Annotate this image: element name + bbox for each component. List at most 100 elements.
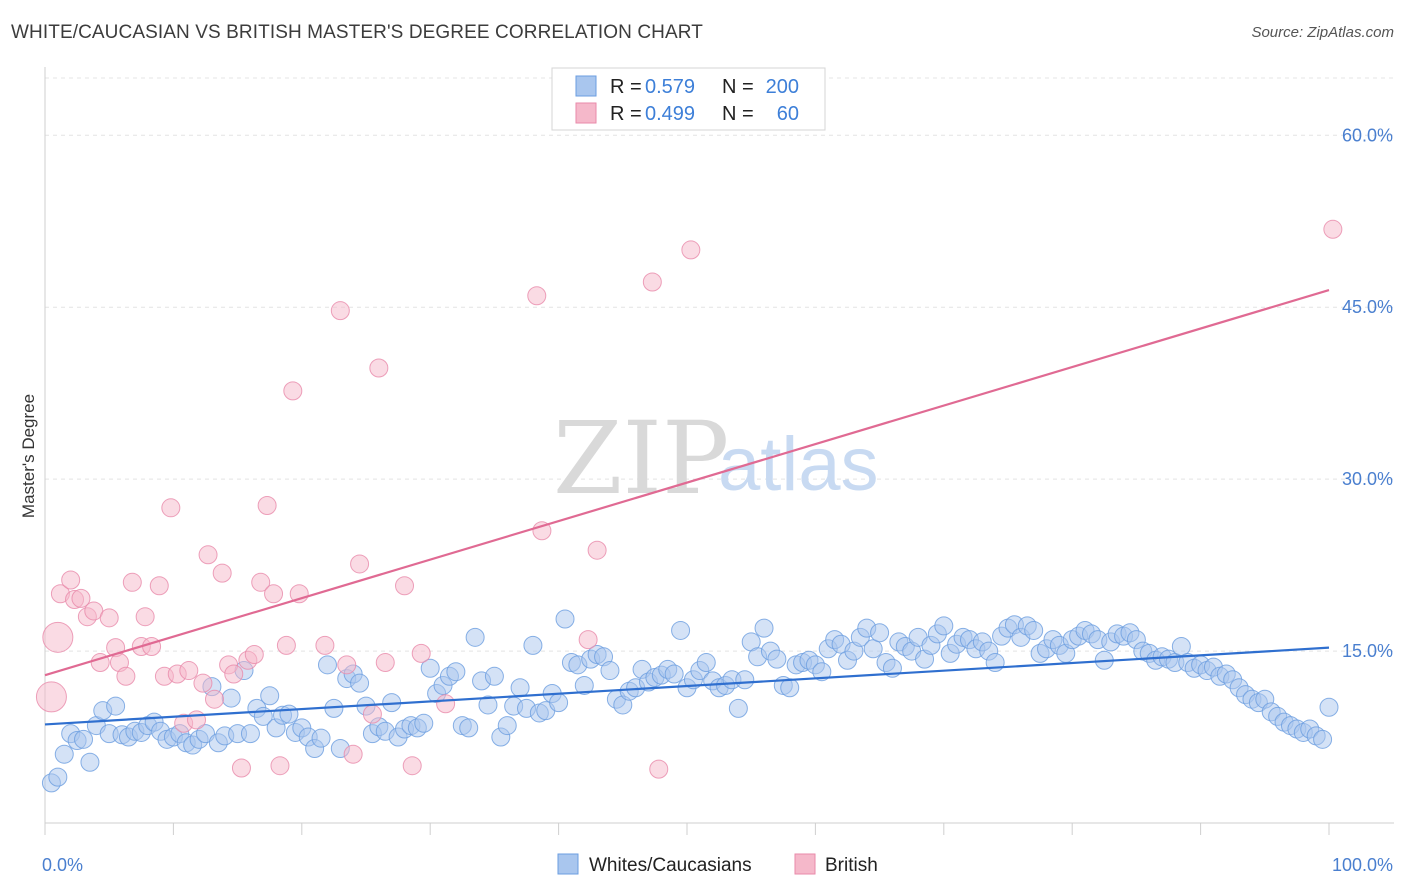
data-point [754, 618, 774, 638]
data-point [196, 724, 215, 744]
data-point [446, 662, 466, 682]
data-point [231, 758, 251, 778]
legend-r-value: 0.499 [645, 103, 695, 125]
watermark: ZIP atlas [553, 400, 879, 517]
y-tick-labels: 15.0% 30.0% 45.0% 60.0% [1342, 125, 1393, 661]
data-point [35, 681, 67, 713]
data-point [436, 694, 456, 714]
data-point [260, 686, 280, 706]
data-point [179, 661, 199, 681]
data-point [311, 728, 331, 748]
data-point [343, 744, 363, 764]
legend-box [551, 67, 826, 131]
data-point [578, 630, 598, 650]
data-point [1313, 729, 1333, 749]
data-point [696, 653, 716, 673]
data-point [395, 576, 415, 596]
data-point [279, 704, 299, 724]
data-point [681, 240, 701, 260]
data-point [193, 673, 213, 693]
legend-n-value: 60 [777, 103, 799, 125]
x-tick-label: 100.0% [1332, 855, 1393, 875]
data-point [459, 718, 479, 738]
data-point [649, 759, 669, 779]
data-point [42, 621, 74, 653]
axes [44, 67, 1394, 835]
data-point [71, 588, 91, 608]
data-point [1024, 620, 1044, 640]
data-point [122, 572, 142, 592]
data-point [671, 620, 691, 640]
data-point [664, 664, 684, 684]
data-point [523, 635, 543, 655]
data-point [315, 635, 335, 655]
data-point [80, 752, 100, 772]
legend-label-british: British [825, 855, 878, 876]
legend-swatch-british [575, 102, 597, 124]
watermark-atlas: atlas [718, 422, 879, 507]
data-point [251, 572, 271, 592]
data-point [478, 695, 498, 715]
data-point [574, 675, 594, 695]
legend-n-label: N = [722, 76, 754, 98]
data-point [240, 724, 260, 744]
data-point [149, 576, 169, 596]
data-point [221, 688, 241, 708]
data-point [264, 584, 284, 604]
data-point [74, 729, 94, 749]
y-axis-label: Master's Degree [19, 394, 38, 518]
legend-r-label: R = [610, 76, 642, 98]
data-point [135, 607, 155, 627]
data-point [1323, 219, 1343, 239]
data-point [411, 643, 431, 663]
data-point [767, 649, 787, 669]
data-point [369, 358, 389, 378]
legend-r-label: R = [610, 103, 642, 125]
data-point [330, 301, 350, 321]
data-point [735, 670, 755, 690]
data-point [420, 658, 440, 678]
data-point [510, 678, 530, 698]
data-point [642, 272, 662, 292]
data-point [116, 666, 136, 686]
data-point [61, 570, 81, 590]
data-point [555, 609, 575, 629]
grid-lines [45, 77, 1394, 652]
chart-title: WHITE/CAUCASIAN VS BRITISH MASTER'S DEGR… [11, 22, 703, 43]
source-label: Source: ZipAtlas.com [1251, 24, 1394, 41]
trend-line [44, 288, 1330, 677]
data-point [350, 673, 370, 693]
data-point [187, 710, 207, 730]
legend-r-value: 0.579 [645, 76, 695, 98]
y-tick-label: 45.0% [1342, 297, 1393, 317]
data-point [527, 286, 547, 306]
data-point [54, 744, 74, 764]
x-tick-label: 0.0% [42, 855, 83, 875]
data-point [1319, 697, 1339, 717]
series-british-points [35, 219, 1343, 779]
data-point [276, 635, 296, 655]
data-point [204, 689, 224, 709]
data-point [780, 678, 800, 698]
y-tick-label: 60.0% [1342, 125, 1393, 145]
data-point [549, 693, 569, 713]
data-point [257, 496, 277, 516]
data-point [870, 623, 890, 643]
data-point [934, 616, 954, 636]
data-point [337, 655, 357, 675]
data-point [587, 540, 607, 560]
data-point [728, 698, 748, 718]
data-point [375, 653, 395, 673]
legend-swatch-british [794, 853, 816, 875]
y-tick-label: 30.0% [1342, 469, 1393, 489]
legend-top: R = 0.579 N = 200 R = 0.499 N = 60 [551, 67, 826, 131]
data-point [48, 767, 68, 787]
data-point [270, 756, 290, 776]
data-point [161, 498, 181, 518]
data-point [812, 662, 832, 682]
legend-swatch-whites [575, 75, 597, 97]
data-point [106, 696, 126, 716]
data-point [317, 655, 337, 675]
data-point [224, 664, 244, 684]
